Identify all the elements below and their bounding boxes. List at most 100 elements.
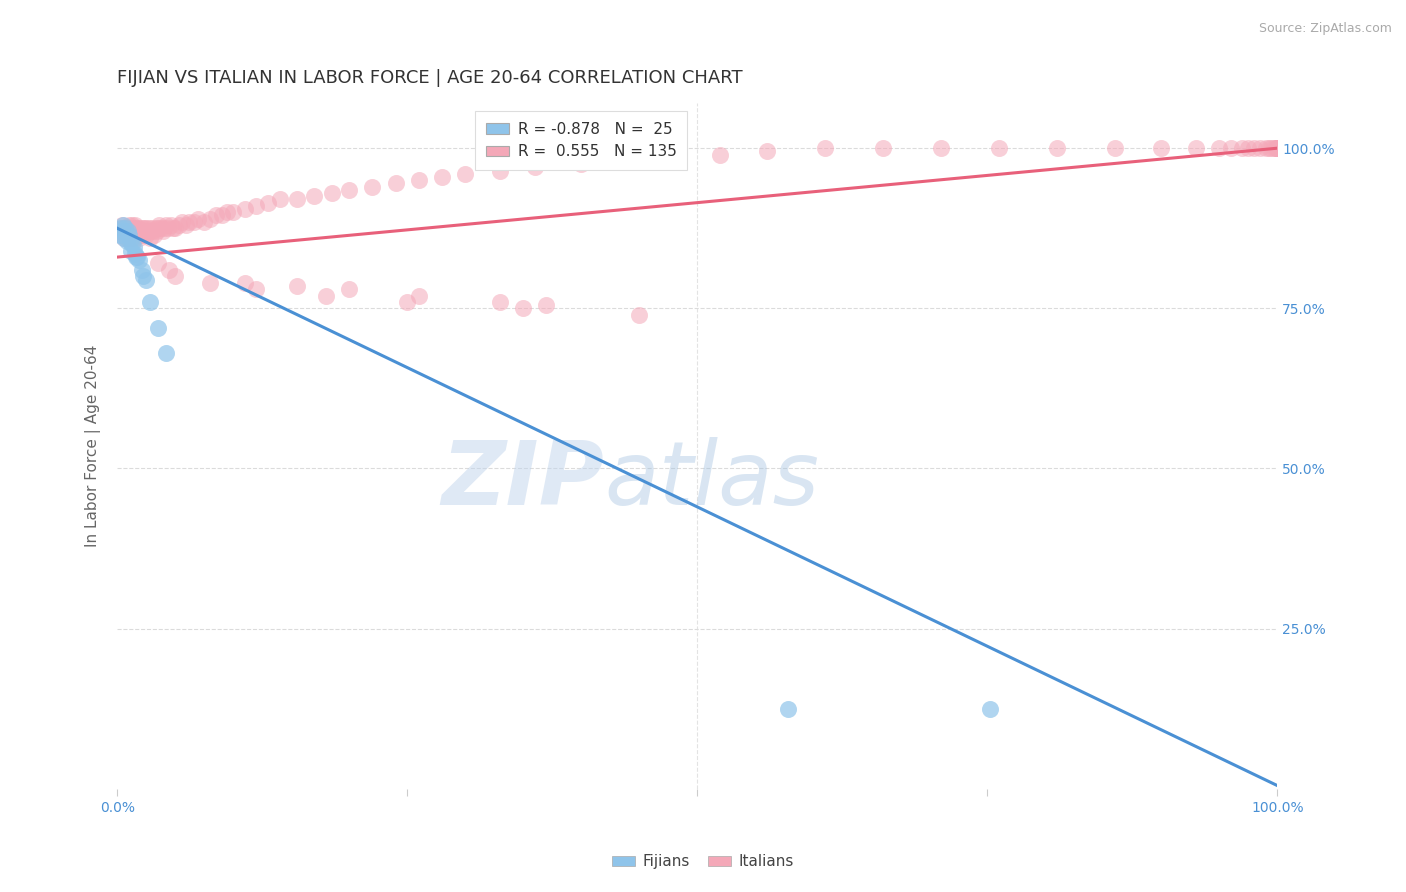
Point	[124, 247, 146, 261]
Point	[125, 250, 148, 264]
Point	[132, 224, 155, 238]
Point	[152, 224, 174, 238]
Text: atlas: atlas	[605, 437, 820, 524]
Point	[162, 221, 184, 235]
Point	[117, 224, 139, 238]
Point	[112, 231, 135, 245]
Point	[110, 221, 132, 235]
Point	[814, 141, 837, 155]
Point	[118, 234, 141, 248]
Point	[135, 221, 157, 235]
Point	[112, 218, 135, 232]
Point	[205, 209, 228, 223]
Point	[1265, 141, 1288, 155]
Point	[396, 294, 419, 309]
Point	[114, 227, 136, 242]
Point	[121, 224, 143, 238]
Point	[489, 163, 512, 178]
Point	[120, 227, 142, 242]
Point	[1237, 141, 1260, 155]
Point	[233, 202, 256, 216]
Point	[150, 221, 173, 235]
Point	[111, 224, 134, 238]
Legend: Fijians, Italians: Fijians, Italians	[606, 848, 800, 875]
Point	[128, 221, 150, 235]
Point	[709, 147, 731, 161]
Point	[146, 221, 169, 235]
Point	[233, 276, 256, 290]
Point	[121, 237, 143, 252]
Point	[776, 701, 799, 715]
Point	[112, 231, 135, 245]
Point	[129, 227, 152, 242]
Point	[132, 227, 155, 242]
Point	[114, 221, 136, 235]
Point	[141, 221, 163, 235]
Point	[1265, 141, 1288, 155]
Point	[121, 231, 143, 245]
Text: Source: ZipAtlas.com: Source: ZipAtlas.com	[1258, 22, 1392, 36]
Point	[143, 227, 166, 242]
Point	[117, 227, 139, 242]
Point	[134, 224, 156, 238]
Legend: R = -0.878   N =  25, R =  0.555   N = 135: R = -0.878 N = 25, R = 0.555 N = 135	[475, 111, 688, 170]
Point	[129, 224, 152, 238]
Point	[172, 215, 194, 229]
Point	[124, 231, 146, 245]
Point	[616, 153, 638, 168]
Point	[118, 227, 141, 242]
Point	[132, 221, 155, 235]
Point	[118, 224, 141, 238]
Point	[124, 224, 146, 238]
Point	[131, 263, 153, 277]
Point	[152, 221, 174, 235]
Point	[198, 211, 221, 226]
Point	[139, 224, 162, 238]
Point	[118, 224, 141, 238]
Point	[155, 218, 177, 232]
Point	[122, 221, 145, 235]
Point	[217, 205, 239, 219]
Point	[1249, 141, 1271, 155]
Point	[536, 298, 558, 312]
Point	[569, 157, 592, 171]
Point	[979, 701, 1001, 715]
Text: ZIP: ZIP	[441, 437, 605, 524]
Point	[157, 221, 180, 235]
Point	[361, 179, 384, 194]
Point	[245, 199, 267, 213]
Point	[115, 224, 138, 238]
Point	[118, 231, 141, 245]
Point	[183, 215, 205, 229]
Point	[165, 221, 187, 235]
Point	[138, 221, 160, 235]
Point	[1150, 141, 1173, 155]
Point	[315, 288, 337, 302]
Point	[1265, 141, 1288, 155]
Point	[139, 294, 162, 309]
Point	[108, 227, 131, 242]
Point	[987, 141, 1010, 155]
Point	[118, 231, 141, 245]
Point	[187, 211, 209, 226]
Point	[125, 221, 148, 235]
Point	[430, 169, 453, 184]
Point	[121, 218, 143, 232]
Point	[1208, 141, 1230, 155]
Point	[112, 227, 135, 242]
Point	[755, 145, 778, 159]
Point	[114, 221, 136, 235]
Point	[131, 221, 153, 235]
Point	[112, 221, 135, 235]
Point	[285, 279, 308, 293]
Point	[408, 173, 430, 187]
Point	[872, 141, 894, 155]
Point	[662, 151, 685, 165]
Point	[408, 288, 430, 302]
Point	[1263, 141, 1285, 155]
Point	[125, 224, 148, 238]
Point	[1185, 141, 1208, 155]
Point	[110, 221, 132, 235]
Point	[155, 346, 177, 360]
Point	[127, 227, 149, 242]
